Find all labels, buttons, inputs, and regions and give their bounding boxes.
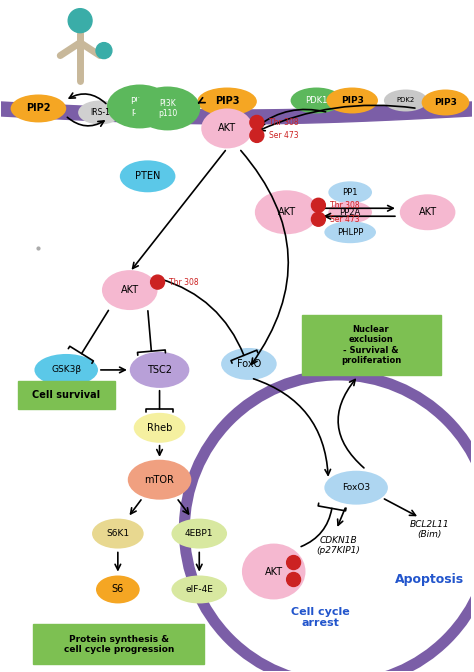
Text: PIP3: PIP3 bbox=[215, 97, 239, 106]
Text: Nuclear
exclusion
- Survival &
proliferation: Nuclear exclusion - Survival & prolifera… bbox=[341, 325, 401, 365]
Ellipse shape bbox=[422, 89, 469, 116]
Text: PP1: PP1 bbox=[342, 187, 358, 197]
Ellipse shape bbox=[291, 87, 342, 114]
Text: Ser 473: Ser 473 bbox=[269, 131, 298, 140]
Ellipse shape bbox=[255, 190, 319, 235]
Text: Thr 308: Thr 308 bbox=[269, 118, 298, 127]
Text: GSK3β: GSK3β bbox=[51, 366, 81, 374]
Text: eIF-4E: eIF-4E bbox=[185, 585, 213, 594]
Text: PIP3: PIP3 bbox=[341, 96, 364, 105]
FancyBboxPatch shape bbox=[18, 381, 115, 409]
Ellipse shape bbox=[242, 544, 305, 599]
Text: PDK2: PDK2 bbox=[397, 97, 415, 103]
Text: TSC2: TSC2 bbox=[147, 365, 172, 375]
Text: PIP2: PIP2 bbox=[26, 103, 51, 114]
Ellipse shape bbox=[172, 575, 227, 603]
Ellipse shape bbox=[128, 460, 191, 500]
Text: BCL2L11
(Bim): BCL2L11 (Bim) bbox=[410, 520, 449, 540]
Ellipse shape bbox=[326, 87, 378, 114]
Ellipse shape bbox=[96, 575, 140, 603]
Text: Protein synthesis &
cell cycle progression: Protein synthesis & cell cycle progressi… bbox=[64, 634, 174, 654]
Text: FoxO: FoxO bbox=[237, 359, 261, 369]
Text: IRS-1: IRS-1 bbox=[90, 108, 110, 117]
Circle shape bbox=[250, 116, 264, 130]
Ellipse shape bbox=[384, 89, 428, 112]
Text: Rheb: Rheb bbox=[147, 423, 172, 433]
Ellipse shape bbox=[328, 202, 372, 223]
Text: Thr 308: Thr 308 bbox=[330, 201, 360, 210]
Text: AKT: AKT bbox=[264, 566, 283, 577]
FancyBboxPatch shape bbox=[34, 624, 204, 665]
Ellipse shape bbox=[324, 221, 376, 243]
Circle shape bbox=[68, 9, 92, 33]
Circle shape bbox=[311, 212, 325, 226]
Text: FoxO3: FoxO3 bbox=[342, 483, 370, 492]
Text: AKT: AKT bbox=[419, 207, 437, 217]
Text: Apoptosis: Apoptosis bbox=[395, 573, 464, 586]
Circle shape bbox=[96, 42, 112, 58]
Ellipse shape bbox=[328, 181, 372, 203]
Text: Thr 308: Thr 308 bbox=[170, 278, 199, 287]
Text: Cell survival: Cell survival bbox=[32, 390, 100, 400]
Circle shape bbox=[311, 198, 325, 212]
Circle shape bbox=[287, 573, 301, 587]
Text: mTOR: mTOR bbox=[145, 474, 174, 485]
Text: PI3K
p85: PI3K p85 bbox=[130, 97, 149, 116]
Text: PP2A: PP2A bbox=[339, 208, 361, 217]
Ellipse shape bbox=[130, 352, 189, 388]
Text: PTEN: PTEN bbox=[135, 171, 160, 181]
Circle shape bbox=[151, 275, 164, 289]
Ellipse shape bbox=[92, 519, 144, 548]
Text: Cell cycle
arrest: Cell cycle arrest bbox=[291, 607, 350, 628]
Ellipse shape bbox=[78, 101, 122, 124]
Text: PIP3: PIP3 bbox=[434, 98, 457, 107]
Ellipse shape bbox=[400, 194, 456, 230]
Ellipse shape bbox=[35, 354, 98, 386]
Text: CDKN1B
(p27KIP1): CDKN1B (p27KIP1) bbox=[316, 536, 360, 555]
Ellipse shape bbox=[102, 270, 157, 310]
Ellipse shape bbox=[134, 413, 185, 443]
Ellipse shape bbox=[10, 95, 66, 122]
Ellipse shape bbox=[201, 108, 253, 149]
Ellipse shape bbox=[172, 519, 227, 548]
Text: 4EBP1: 4EBP1 bbox=[185, 529, 213, 538]
Ellipse shape bbox=[221, 348, 277, 380]
Text: S6K1: S6K1 bbox=[106, 529, 129, 538]
Circle shape bbox=[287, 556, 301, 569]
Text: PDK1: PDK1 bbox=[305, 96, 328, 105]
Ellipse shape bbox=[197, 87, 257, 116]
Ellipse shape bbox=[120, 161, 175, 192]
Ellipse shape bbox=[107, 85, 173, 128]
Ellipse shape bbox=[135, 87, 200, 130]
FancyBboxPatch shape bbox=[301, 315, 440, 375]
Text: S6: S6 bbox=[112, 585, 124, 595]
Text: AKT: AKT bbox=[121, 285, 139, 295]
Text: Ser 473: Ser 473 bbox=[330, 215, 360, 224]
Text: PI3K
p110: PI3K p110 bbox=[158, 99, 177, 118]
Circle shape bbox=[250, 128, 264, 142]
Ellipse shape bbox=[324, 470, 388, 505]
Text: AKT: AKT bbox=[218, 124, 236, 134]
Text: AKT: AKT bbox=[278, 207, 296, 217]
Text: PHLPP: PHLPP bbox=[337, 228, 364, 237]
